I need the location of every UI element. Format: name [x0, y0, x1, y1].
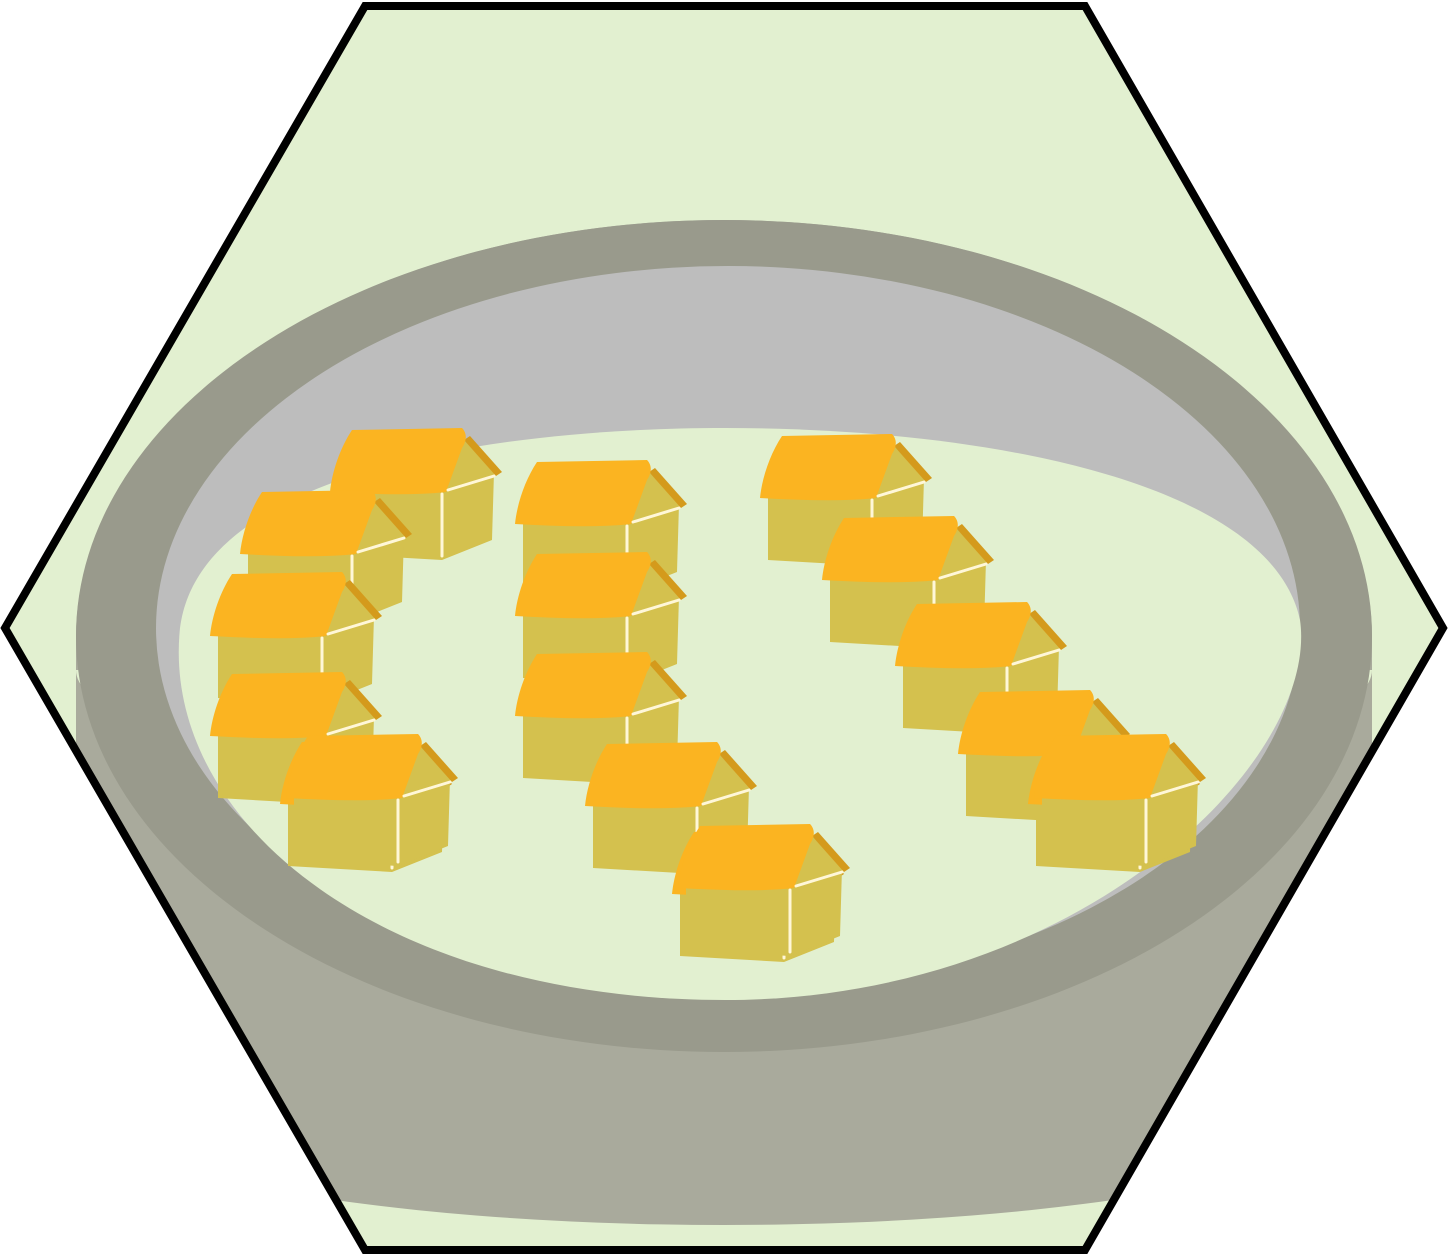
house-roof — [210, 672, 346, 739]
house-trim — [440, 474, 496, 558]
house-roof — [240, 490, 376, 557]
house-front-wall — [1042, 796, 1146, 866]
house-gable — [627, 472, 681, 522]
house-gable — [322, 684, 376, 734]
house-gable-edge — [344, 680, 382, 720]
house-side-wall — [1146, 778, 1198, 866]
houses-layer — [210, 428, 1206, 962]
house-trim — [396, 780, 452, 864]
house-gable — [1146, 746, 1200, 796]
house-roof — [515, 460, 651, 527]
house-roof — [760, 434, 896, 501]
house-front-wall — [294, 796, 398, 866]
house-roof — [585, 742, 721, 809]
house-roof — [678, 824, 814, 891]
house-front-wall — [686, 886, 790, 956]
house-side-wall — [790, 868, 842, 956]
house-icon — [678, 824, 850, 956]
house-roof — [895, 602, 1031, 669]
house-gable-edge — [1168, 742, 1206, 782]
house-gable-edge — [894, 442, 932, 482]
house-gable — [872, 446, 926, 496]
house-roof — [330, 428, 466, 495]
house-gable-edge — [1029, 610, 1067, 650]
crater-floor — [178, 428, 1302, 1000]
house-icon — [286, 734, 458, 866]
house-roof — [1034, 734, 1170, 801]
house-gable-edge — [420, 742, 458, 782]
house-gable-edge — [649, 560, 687, 600]
house-gable — [352, 502, 406, 552]
house-gable-edge — [956, 524, 994, 564]
house-gable-edge — [649, 660, 687, 700]
house-gable-edge — [649, 468, 687, 508]
house-gable — [1007, 614, 1061, 664]
house-gable — [627, 564, 681, 614]
house-gable — [627, 664, 681, 714]
house-roof — [515, 552, 651, 619]
house-side-wall — [442, 472, 494, 560]
house-gable — [790, 836, 844, 886]
house-side-wall — [398, 778, 450, 866]
house-gable — [442, 440, 496, 490]
house-gable — [322, 584, 376, 634]
house-gable-edge — [1092, 698, 1130, 738]
house-roof — [210, 572, 346, 639]
house-trim — [1144, 780, 1200, 864]
house-gable-edge — [344, 580, 382, 620]
house-gable-edge — [719, 750, 757, 790]
house-gable — [934, 528, 988, 578]
house-roof — [515, 652, 651, 719]
house-icon — [1034, 734, 1206, 866]
house-front-wall — [593, 804, 697, 874]
house-gable — [398, 746, 452, 796]
house-roof — [822, 516, 958, 583]
house-gable-edge — [464, 436, 502, 476]
house-roof — [286, 734, 422, 801]
house-gable-edge — [374, 498, 412, 538]
house-gable-edge — [812, 832, 850, 872]
house-gable — [697, 754, 751, 804]
house-trim — [788, 870, 844, 954]
